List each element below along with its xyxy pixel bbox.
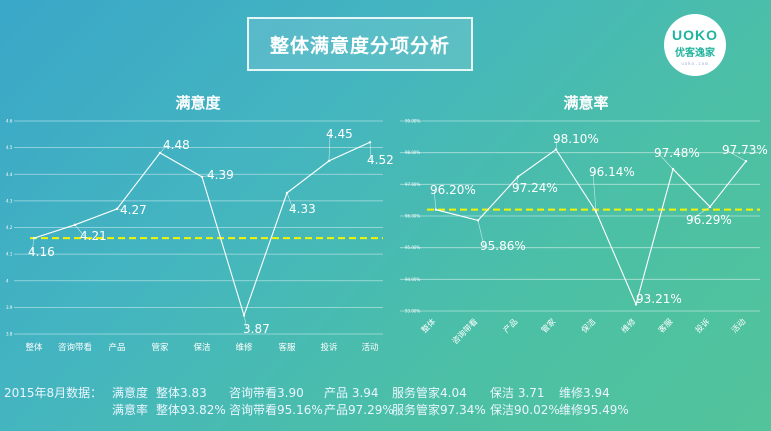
y-tick-label: 4.2 xyxy=(6,225,13,230)
data-label: 4.48 xyxy=(163,138,190,152)
footer-cell: 服务管家4.04 xyxy=(392,386,467,400)
leader-line xyxy=(201,174,212,178)
data-label: 96.20% xyxy=(430,183,476,197)
y-tick-label: 97.00% xyxy=(405,182,420,187)
y-tick-label: 4.6 xyxy=(6,119,13,124)
data-label: 4.27 xyxy=(120,203,147,217)
footer-cell: 维修95.49% xyxy=(559,403,629,417)
chart-title: 满意率 xyxy=(563,94,608,112)
data-label: 95.86% xyxy=(480,239,526,253)
leader-line xyxy=(369,142,372,161)
footer-cell: 满意率 xyxy=(112,403,149,417)
y-tick-label: 3.9 xyxy=(6,305,13,310)
footer-cell: 满意度 xyxy=(112,386,149,400)
footer-cell: 产品 3.94 xyxy=(324,386,379,400)
chart-title: 满意度 xyxy=(175,94,221,112)
y-tick-label: 4.1 xyxy=(6,252,13,257)
data-label: 97.24% xyxy=(512,181,558,195)
x-tick-label: 咨询带看 xyxy=(450,316,480,346)
leader-line xyxy=(592,171,597,212)
data-label: 93.21% xyxy=(636,292,682,306)
data-label: 97.73% xyxy=(722,143,768,157)
leader-line xyxy=(725,149,747,162)
x-tick-label: 活动 xyxy=(361,342,379,353)
leader-line xyxy=(689,206,711,221)
x-tick-label: 维修 xyxy=(235,342,253,353)
y-tick-label: 99.00% xyxy=(405,119,420,124)
leader-line xyxy=(515,176,519,189)
x-tick-label: 产品 xyxy=(108,342,125,353)
x-tick-label: 保洁 xyxy=(193,342,211,353)
y-tick-label: 98.00% xyxy=(405,150,420,155)
footer-cell: 咨询带看3.90 xyxy=(229,386,304,400)
y-tick-label: 94.00% xyxy=(405,277,420,282)
footer-cell: 保洁 3.71 xyxy=(490,386,545,400)
logo-url: uoko.com xyxy=(681,61,709,66)
leader-line xyxy=(31,238,35,253)
leader-line xyxy=(159,144,168,154)
x-tick-label: 产品 xyxy=(501,316,519,334)
data-label: 3.87 xyxy=(243,322,270,336)
y-tick-label: 93.00% xyxy=(405,309,420,314)
y-tick-label: 95.00% xyxy=(405,245,420,250)
data-label: 96.14% xyxy=(589,165,635,179)
leader-line xyxy=(116,208,125,211)
y-tick-label: 4.3 xyxy=(6,198,13,203)
data-label: 4.39 xyxy=(207,168,234,182)
leader-line xyxy=(477,220,485,247)
data-label: 4.52 xyxy=(367,153,394,167)
leader-line xyxy=(328,133,331,161)
data-label: 4.33 xyxy=(289,202,316,216)
leader-line xyxy=(243,315,248,330)
footer-cell: 产品97.29% xyxy=(324,403,394,417)
x-tick-label: 投诉 xyxy=(693,316,711,334)
x-tick-label: 活动 xyxy=(729,316,747,334)
logo-chinese: 优客逸家 xyxy=(675,48,715,59)
x-tick-label: 维修 xyxy=(619,316,637,334)
x-tick-label: 整体 xyxy=(419,316,437,334)
x-tick-label: 投诉 xyxy=(320,342,338,353)
y-tick-label: 3.8 xyxy=(6,332,13,337)
y-tick-label: 4.4 xyxy=(6,172,13,177)
data-label: 96.29% xyxy=(686,213,732,227)
x-tick-label: 管家 xyxy=(151,342,169,353)
leader-line xyxy=(433,189,437,210)
footer-cell: 咨询带看95.16% xyxy=(229,403,323,417)
leader-line xyxy=(74,224,85,237)
logo-wordmark: UOKO xyxy=(672,27,718,43)
leader-line xyxy=(635,298,641,305)
x-tick-label: 客服 xyxy=(278,342,296,353)
uoko-logo: UOKO 优客逸家 uoko.com xyxy=(664,14,726,76)
footer-cell: 整体93.82% xyxy=(156,403,226,417)
x-tick-label: 管家 xyxy=(539,316,557,334)
x-tick-label: 咨询带看 xyxy=(58,342,92,353)
page-title-text: 整体满意度分项分析 xyxy=(269,34,450,57)
footer-cell: 服务管家97.34% xyxy=(392,403,486,417)
data-label: 98.10% xyxy=(553,132,599,146)
footer-prefix: 2015年8月数据： xyxy=(4,386,103,400)
y-tick-label: 96.00% xyxy=(405,214,420,219)
x-tick-label: 保洁 xyxy=(579,316,597,334)
data-label: 97.48% xyxy=(654,146,700,160)
data-label: 4.21 xyxy=(80,229,107,243)
y-tick-label: 4 xyxy=(6,278,9,283)
footer-cell: 维修3.94 xyxy=(559,386,610,400)
x-tick-label: 客服 xyxy=(656,316,674,334)
leader-line xyxy=(286,192,294,210)
x-tick-label: 整体 xyxy=(25,342,43,353)
y-tick-label: 4.5 xyxy=(6,145,13,150)
leader-line xyxy=(555,138,558,150)
footer-cell: 整体3.83 xyxy=(156,386,207,400)
leader-line xyxy=(657,152,674,170)
data-label: 4.45 xyxy=(326,127,353,141)
page-title: 整体满意度分项分析 xyxy=(247,17,473,71)
data-label: 4.16 xyxy=(28,245,55,259)
footer-cell: 保洁90.02% xyxy=(490,403,560,417)
